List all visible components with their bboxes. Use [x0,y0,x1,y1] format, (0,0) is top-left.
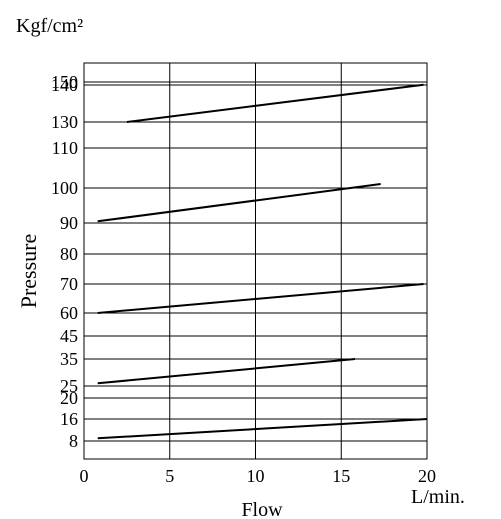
y-axis-label: Pressure [16,234,41,309]
series-line-1 [126,83,424,123]
y-tick-label: 8 [69,431,78,451]
x-axis-label: Flow [241,499,283,519]
x-tick-label: 20 [418,466,436,486]
x-tick-label: 5 [165,466,174,486]
x-tick-label: 10 [247,466,265,486]
x-tick-label: 0 [80,466,89,486]
x-unit-label: L/min. [411,486,465,508]
y-tick-label: 16 [60,409,78,429]
series-line-3 [97,283,424,314]
y-tick-label: 45 [60,326,78,346]
y-tick-label: 150 [51,72,78,92]
y-tick-label: 100 [51,178,78,198]
y-tick-label: 25 [60,376,78,396]
y-tick-label: 20 [60,388,78,408]
y-tick-label: 70 [60,274,78,294]
data-series [97,83,428,440]
y-tick-label: 110 [52,138,78,158]
horizontal-gridlines [84,81,427,442]
y-tick-label: 60 [60,303,78,323]
plot-frame [83,62,428,460]
y-tick-label: 130 [51,112,78,132]
y-tick-label: 35 [60,349,78,369]
y-tick-label: 80 [60,244,78,264]
y-unit-label: Kgf/cm² [16,15,83,37]
series-line-4 [97,358,356,385]
y-tick-label: 140 [51,75,78,95]
series-line-5 [97,418,428,440]
x-tick-label: 15 [332,466,350,486]
y-tick-label: 90 [60,213,78,233]
x-tick-labels: 0 5 10 15 20 [80,466,437,486]
series-line-2 [97,183,381,223]
